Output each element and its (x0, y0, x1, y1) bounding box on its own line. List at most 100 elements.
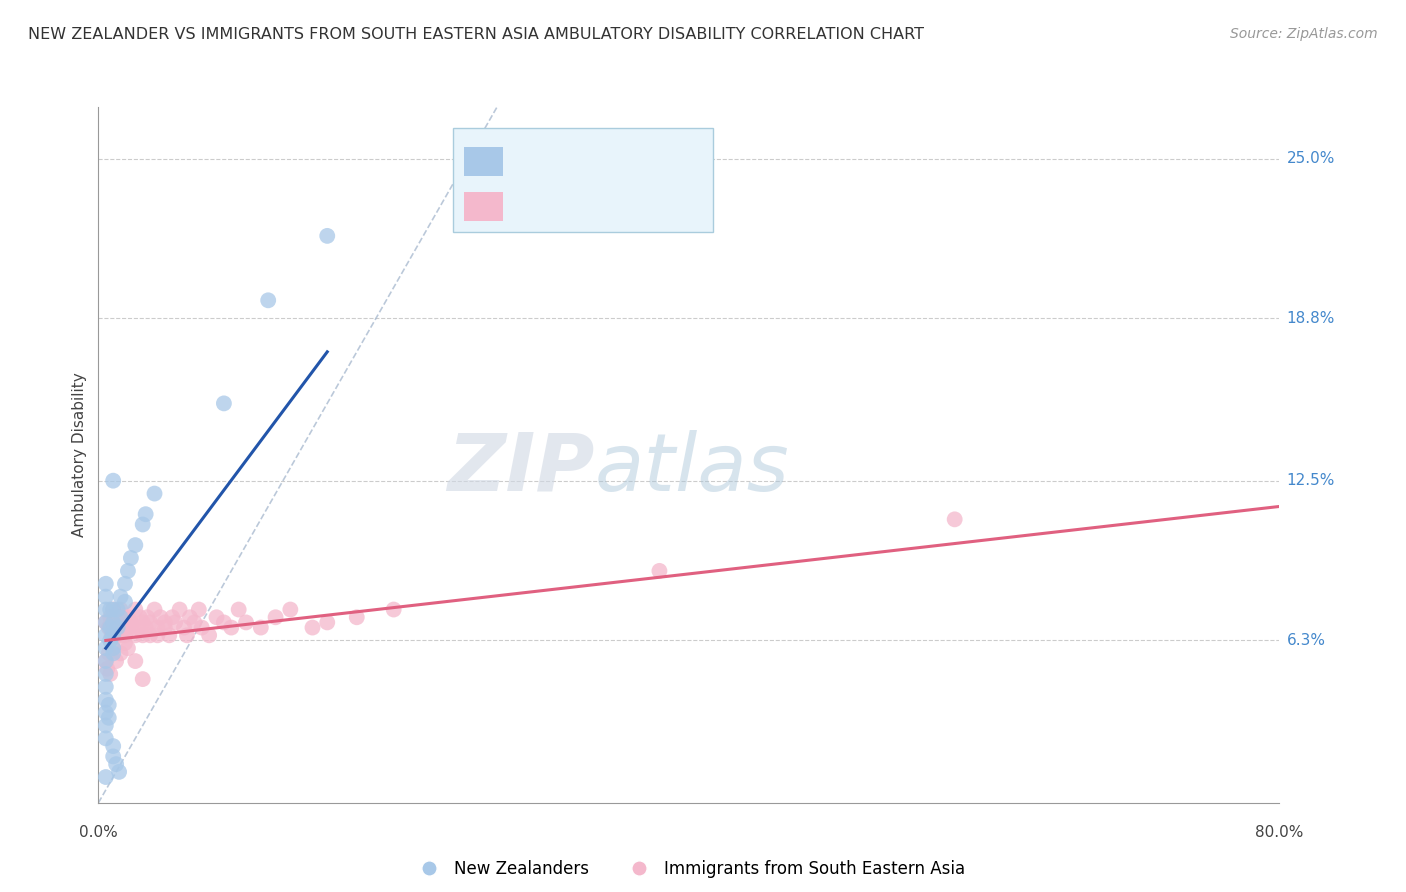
Point (124, 602, 146, 616)
Point (97, 711, 120, 725)
Point (139, 615, 162, 630)
Point (191, 621, 214, 635)
Point (105, 654, 128, 668)
Point (135, 507, 157, 521)
Point (143, 486, 166, 500)
Point (120, 551, 142, 566)
Point (382, 602, 405, 616)
Point (94, 654, 117, 668)
Point (153, 621, 176, 635)
Point (179, 610, 201, 624)
Point (114, 628, 136, 642)
Point (250, 621, 273, 635)
Point (128, 610, 150, 624)
Point (132, 672, 155, 686)
Point (94, 654, 117, 668)
Point (110, 628, 132, 642)
Point (94, 731, 117, 746)
Point (219, 621, 242, 635)
Point (143, 602, 166, 616)
Point (120, 615, 142, 630)
Point (183, 615, 205, 630)
Point (103, 641, 125, 656)
Point (107, 602, 129, 616)
Point (110, 646, 132, 660)
Point (94, 718, 117, 732)
Text: 25.0%: 25.0% (1286, 151, 1334, 166)
Point (111, 621, 134, 635)
Point (117, 621, 139, 635)
Point (98, 610, 121, 624)
Text: NEW ZEALANDER VS IMMIGRANTS FROM SOUTH EASTERN ASIA AMBULATORY DISABILITY CORREL: NEW ZEALANDER VS IMMIGRANTS FROM SOUTH E… (28, 27, 924, 42)
Point (104, 610, 127, 624)
Point (103, 474, 125, 488)
Point (103, 602, 125, 616)
Point (135, 621, 157, 635)
Point (103, 646, 125, 660)
Point (132, 517, 155, 532)
Text: Source: ZipAtlas.com: Source: ZipAtlas.com (1230, 27, 1378, 41)
Point (124, 628, 146, 642)
Point (103, 641, 125, 656)
Legend: New Zealanders, Immigrants from South Eastern Asia: New Zealanders, Immigrants from South Ea… (406, 854, 972, 885)
Point (94, 628, 117, 642)
Point (112, 610, 135, 624)
Point (94, 615, 117, 630)
Point (264, 610, 287, 624)
Point (100, 628, 122, 642)
Point (169, 602, 191, 616)
Point (127, 621, 149, 635)
Point (114, 636, 136, 650)
Point (228, 602, 250, 616)
Point (157, 628, 180, 642)
Point (103, 739, 125, 753)
Point (94, 692, 117, 706)
Point (103, 628, 125, 642)
Point (94, 576, 117, 591)
Point (173, 621, 195, 635)
Text: 12.5%: 12.5% (1286, 473, 1334, 488)
Point (110, 602, 132, 616)
Point (117, 641, 139, 656)
Point (107, 615, 129, 630)
Point (94, 602, 117, 616)
Point (132, 628, 155, 642)
Point (120, 621, 142, 635)
Point (98, 602, 121, 616)
Text: 0.0%: 0.0% (79, 825, 118, 840)
Point (139, 628, 162, 642)
Point (98, 633, 121, 648)
Point (98, 621, 121, 635)
Point (176, 628, 198, 642)
Point (257, 293, 280, 308)
Point (114, 576, 136, 591)
Text: 6.3%: 6.3% (1286, 633, 1326, 648)
Text: R = 0.514   N = 44: R = 0.514 N = 44 (513, 153, 697, 170)
Point (162, 610, 183, 624)
Y-axis label: Ambulatory Disability: Ambulatory Disability (72, 373, 87, 537)
Point (114, 595, 136, 609)
Point (94, 590, 117, 604)
Point (124, 538, 146, 552)
Point (165, 615, 187, 630)
Point (212, 615, 235, 630)
Point (212, 396, 235, 410)
Point (103, 749, 125, 764)
Point (146, 621, 169, 635)
Point (94, 680, 117, 694)
Point (146, 628, 169, 642)
Text: R = 0.372   N = 73: R = 0.372 N = 73 (513, 197, 697, 215)
Point (301, 621, 323, 635)
Point (105, 757, 128, 772)
Point (96, 662, 118, 676)
Point (94, 706, 117, 720)
Point (278, 602, 302, 616)
Point (94, 770, 117, 784)
Point (94, 667, 117, 681)
Point (114, 615, 136, 630)
Point (117, 564, 139, 578)
Point (316, 228, 339, 243)
Point (94, 641, 117, 656)
Point (198, 628, 221, 642)
Text: ZIP: ZIP (447, 430, 595, 508)
